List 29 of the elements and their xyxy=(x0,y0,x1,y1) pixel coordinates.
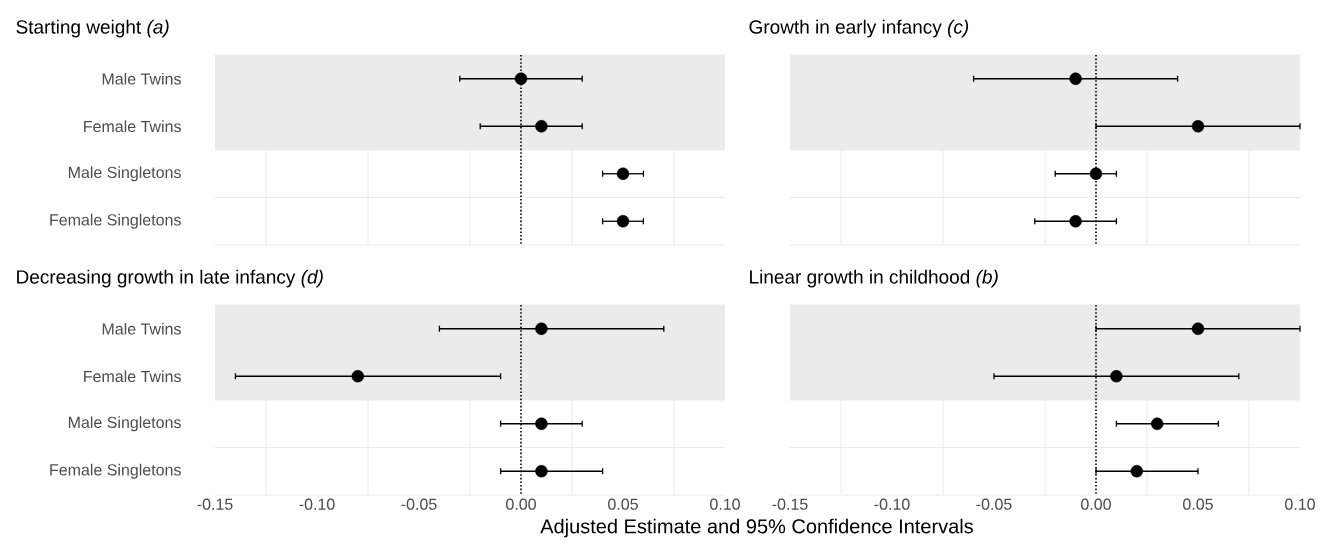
chart-title: Decreasing growth in late infancy (d) xyxy=(17,269,323,288)
x-tick-label: 0.10 xyxy=(1285,498,1315,510)
x-tick-label: 0.10 xyxy=(710,498,740,510)
x-tick-label: 0.00 xyxy=(1081,498,1111,510)
y-tick-label: Female Singletons xyxy=(50,213,181,229)
y-tick-label: Female Twins xyxy=(84,370,181,383)
x-tick-label: -0.15 xyxy=(772,498,808,510)
y-tick-label: Male Singletons xyxy=(68,416,181,432)
chart-title: Linear growth in childhood (b) xyxy=(750,269,998,288)
chart-title: Starting weight (a) xyxy=(16,19,169,38)
y-tick-label: Male Twins xyxy=(102,72,181,85)
x-axis-title: Adjusted Estimate and 95% Confidence Intervals xyxy=(540,518,973,538)
point xyxy=(1191,322,1205,335)
x-tick-label: -0.05 xyxy=(976,498,1012,510)
y-tick-label: Female Singletons xyxy=(50,463,181,479)
x-tick-label: -0.15 xyxy=(197,498,233,510)
chart-title: Growth in early infancy (c) xyxy=(749,19,969,38)
point xyxy=(1110,370,1123,383)
x-tick-label: -0.10 xyxy=(874,498,910,510)
x-tick-label: 0.00 xyxy=(506,498,536,510)
point xyxy=(1151,417,1164,430)
point xyxy=(1130,465,1143,478)
x-tick-label: 0.05 xyxy=(608,498,638,510)
y-tick-label: Male Singletons xyxy=(68,166,181,182)
y-tick-label: Female Twins xyxy=(84,120,181,133)
y-tick-label: Male Twins xyxy=(102,322,181,335)
x-tick-label: -0.05 xyxy=(401,498,437,510)
x-tick-label: -0.10 xyxy=(299,498,335,510)
x-tick-label: 0.05 xyxy=(1183,498,1213,510)
